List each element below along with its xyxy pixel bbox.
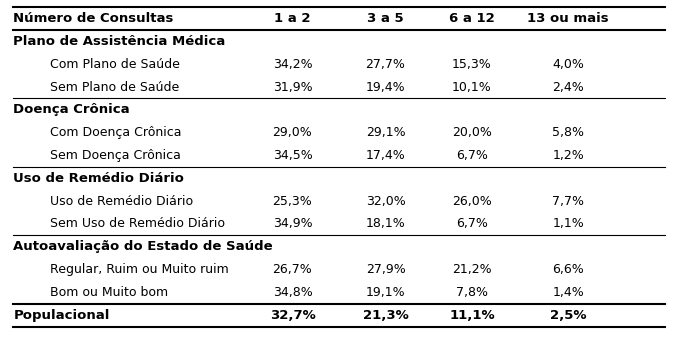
Text: 25,3%: 25,3% [273,195,313,208]
Text: 34,9%: 34,9% [273,217,313,231]
Text: Populacional: Populacional [14,309,110,322]
Text: 29,1%: 29,1% [365,126,405,139]
Text: 17,4%: 17,4% [365,149,405,162]
Text: 32,7%: 32,7% [270,309,315,322]
Text: Bom ou Muito bom: Bom ou Muito bom [50,286,168,299]
Text: 20,0%: 20,0% [452,126,492,139]
Text: Plano de Assistência Médica: Plano de Assistência Médica [14,35,226,48]
Text: 1,1%: 1,1% [553,217,584,231]
Text: 6,7%: 6,7% [456,149,488,162]
Text: Doença Crônica: Doença Crônica [14,103,130,117]
Text: 29,0%: 29,0% [273,126,313,139]
Text: 19,1%: 19,1% [365,286,405,299]
Text: 27,9%: 27,9% [365,263,405,276]
Text: Sem Uso de Remédio Diário: Sem Uso de Remédio Diário [50,217,225,231]
Text: 4,0%: 4,0% [553,58,584,71]
Text: 34,2%: 34,2% [273,58,313,71]
Text: 5,8%: 5,8% [553,126,584,139]
Text: 32,0%: 32,0% [365,195,405,208]
Text: 34,5%: 34,5% [273,149,313,162]
Text: 21,3%: 21,3% [363,309,408,322]
Text: 1 a 2: 1 a 2 [274,12,311,25]
Text: 10,1%: 10,1% [452,81,492,94]
Text: 18,1%: 18,1% [365,217,405,231]
Text: Com Doença Crônica: Com Doença Crônica [50,126,182,139]
Text: 3 a 5: 3 a 5 [367,12,404,25]
Text: 13 ou mais: 13 ou mais [527,12,609,25]
Text: 27,7%: 27,7% [365,58,405,71]
Text: 7,8%: 7,8% [456,286,488,299]
Text: Uso de Remédio Diário: Uso de Remédio Diário [50,195,193,208]
Text: Número de Consultas: Número de Consultas [14,12,174,25]
Text: Sem Doença Crônica: Sem Doença Crônica [50,149,181,162]
Text: 2,4%: 2,4% [553,81,584,94]
Text: 2,5%: 2,5% [550,309,586,322]
Text: 34,8%: 34,8% [273,286,313,299]
Text: 1,4%: 1,4% [553,286,584,299]
Text: 15,3%: 15,3% [452,58,492,71]
Text: 6 a 12: 6 a 12 [449,12,495,25]
Text: Com Plano de Saúde: Com Plano de Saúde [50,58,180,71]
Text: 11,1%: 11,1% [449,309,495,322]
Text: Sem Plano de Saúde: Sem Plano de Saúde [50,81,179,94]
Text: 26,7%: 26,7% [273,263,313,276]
Text: 7,7%: 7,7% [553,195,584,208]
Text: Autoavaliação do Estado de Saúde: Autoavaliação do Estado de Saúde [14,240,273,253]
Text: 19,4%: 19,4% [365,81,405,94]
Text: 1,2%: 1,2% [553,149,584,162]
Text: Regular, Ruim ou Muito ruim: Regular, Ruim ou Muito ruim [50,263,228,276]
Text: 21,2%: 21,2% [452,263,492,276]
Text: 6,6%: 6,6% [553,263,584,276]
Text: Uso de Remédio Diário: Uso de Remédio Diário [14,172,184,185]
Text: 31,9%: 31,9% [273,81,313,94]
Text: 6,7%: 6,7% [456,217,488,231]
Text: 26,0%: 26,0% [452,195,492,208]
